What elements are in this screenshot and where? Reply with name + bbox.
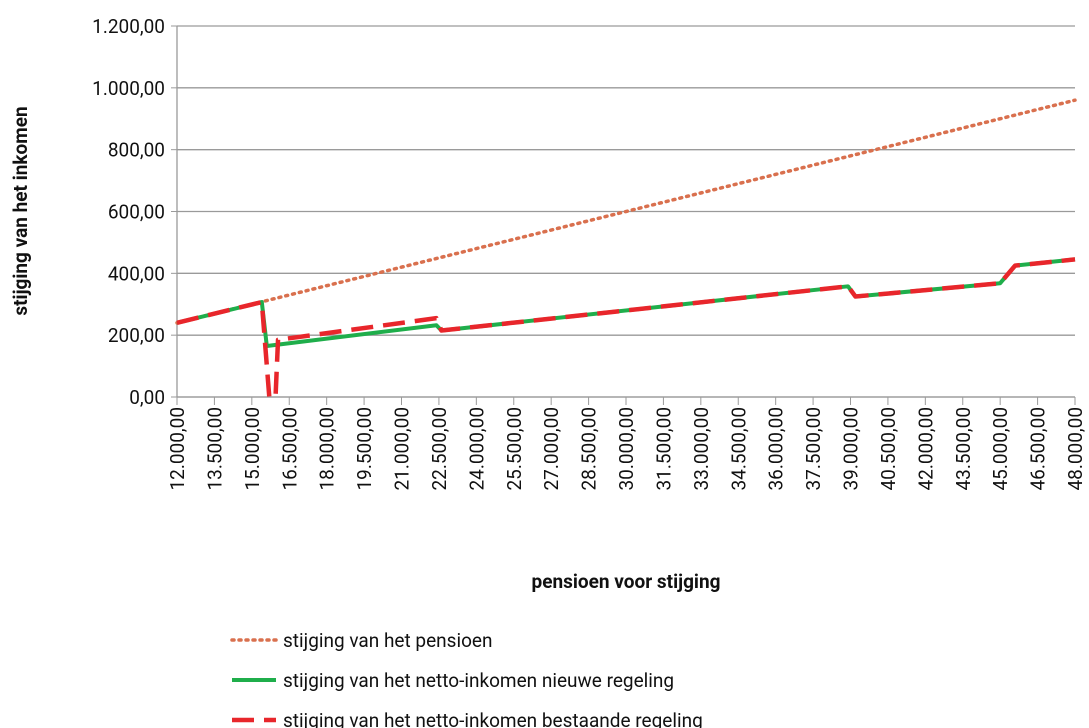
x-tick-label: 27.000,00 [540, 407, 563, 491]
x-tick-label: 33.000,00 [690, 407, 713, 491]
x-tick-label: 36.000,00 [765, 407, 788, 491]
y-tick-label: 600,00 [108, 201, 165, 224]
x-tick-label: 25.500,00 [503, 407, 526, 491]
x-tick-label: 22.500,00 [428, 407, 451, 491]
y-tick-label: 1.200,00 [92, 15, 165, 38]
x-tick-label: 43.500,00 [952, 407, 975, 491]
x-tick-label: 18.000,00 [316, 407, 339, 491]
x-tick-label: 28.500,00 [578, 407, 601, 491]
x-axis-title: pensioen voor stijging [532, 570, 721, 593]
y-tick-label: 1.000,00 [92, 77, 165, 100]
x-tick-label: 39.000,00 [840, 407, 863, 491]
series-line [176, 257, 1076, 348]
legend-label: stijging van het pensioen [283, 629, 493, 652]
x-tick-label: 45.000,00 [989, 407, 1012, 491]
x-tick-label: 42.000,00 [914, 407, 937, 491]
x-tick-label: 15.000,00 [241, 407, 264, 491]
y-tick-label: 400,00 [108, 262, 165, 285]
x-tick-label: 21.000,00 [391, 407, 414, 491]
x-tick-label: 37.500,00 [802, 407, 825, 491]
series-line [175, 98, 1077, 325]
y-tick-label: 800,00 [108, 139, 165, 162]
x-tick-label: 46.500,00 [1027, 407, 1050, 491]
x-tick-label: 40.500,00 [877, 407, 900, 491]
x-tick-label: 12.000,00 [166, 407, 189, 491]
x-tick-label: 30.000,00 [615, 407, 638, 491]
x-tick-label: 24.000,00 [465, 407, 488, 491]
x-tick-label: 48.000,00 [1064, 407, 1087, 491]
legend-label: stijging van het netto-inkomen nieuwe re… [283, 669, 674, 692]
x-tick-label: 16.500,00 [278, 407, 301, 491]
x-tick-label: 31.500,00 [652, 407, 675, 491]
series-line [176, 257, 1076, 400]
x-tick-label: 13.500,00 [203, 407, 226, 491]
x-tick-label: 19.500,00 [353, 407, 376, 491]
y-axis-title: stijging van het inkomen [9, 106, 32, 315]
x-tick-label: 34.500,00 [727, 407, 750, 491]
legend-label: stijging van het netto-inkomen bestaande… [283, 709, 703, 728]
y-tick-label: 200,00 [108, 324, 165, 347]
y-tick-label: 0,00 [129, 386, 165, 409]
